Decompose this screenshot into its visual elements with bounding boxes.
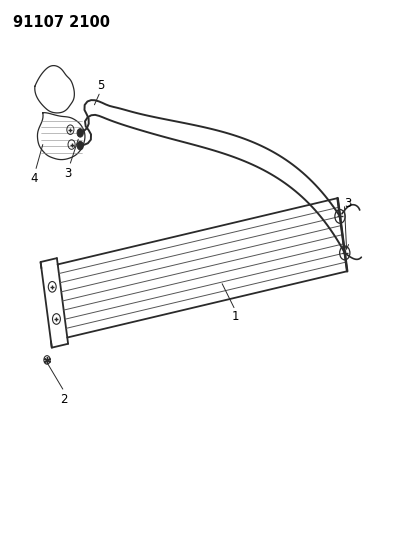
Text: 3: 3 xyxy=(64,167,71,180)
Text: 2: 2 xyxy=(60,393,68,406)
Circle shape xyxy=(77,141,83,150)
Text: 5: 5 xyxy=(96,79,104,92)
Text: 1: 1 xyxy=(231,310,239,323)
Text: 3: 3 xyxy=(344,197,352,211)
Text: 4: 4 xyxy=(30,172,37,185)
Circle shape xyxy=(77,128,83,137)
Text: 91107 2100: 91107 2100 xyxy=(13,14,110,30)
